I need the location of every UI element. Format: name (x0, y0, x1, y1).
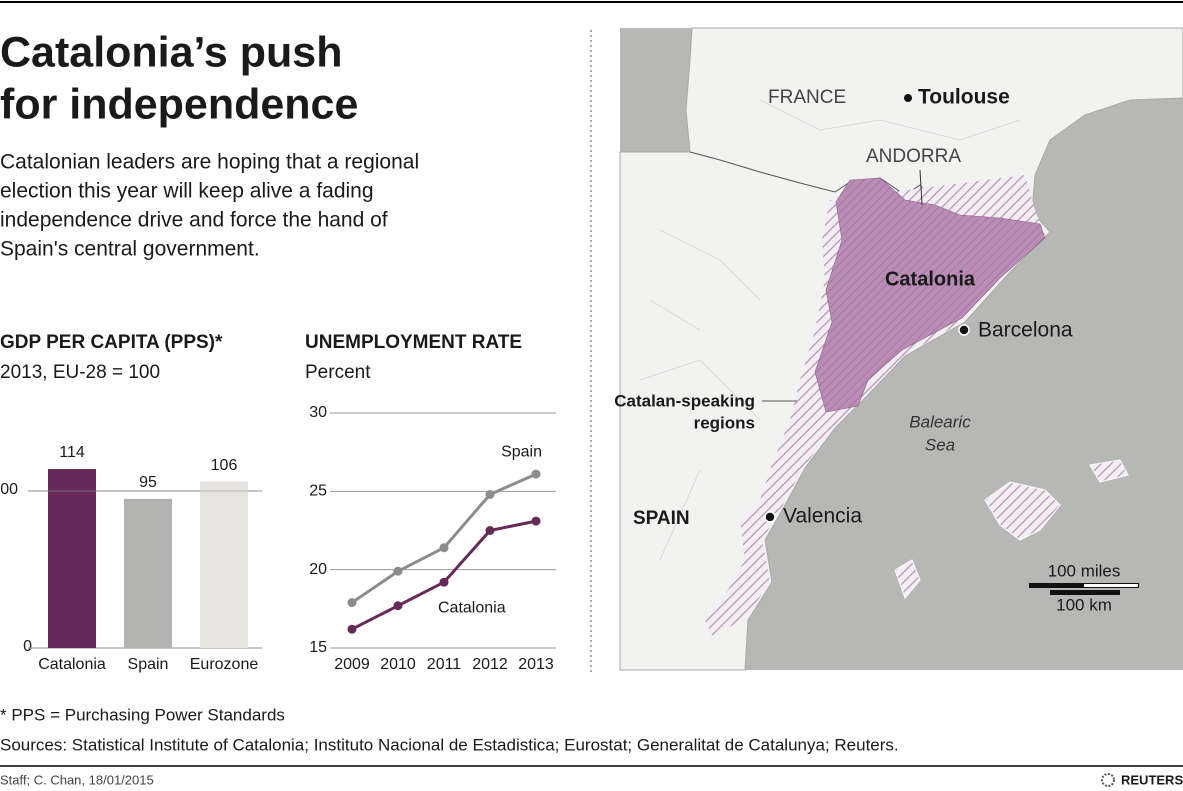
y-tick-label: 20 (309, 561, 327, 578)
value-label: 95 (139, 474, 157, 491)
description-line: Catalonian leaders are hoping that a reg… (0, 151, 419, 174)
brand-logo (1101, 773, 1115, 787)
y-tick-label: 30 (309, 404, 327, 421)
bar (48, 469, 96, 648)
city-label: Toulouse (918, 86, 1010, 109)
roads (639, 99, 1021, 561)
balearic-islands (894, 459, 1129, 599)
x-tick-label: 2011 (427, 656, 462, 673)
country-label: ANDORRA (866, 146, 961, 167)
scale-label: 100 miles (1048, 561, 1121, 580)
city-dot (958, 324, 970, 336)
country-label: SPAIN (633, 508, 690, 529)
y-tick-label: 100 (0, 481, 18, 498)
x-tick-label: Eurozone (190, 656, 259, 673)
bar (124, 498, 172, 648)
scale-bar (1050, 590, 1120, 595)
x-tick-label: 2013 (518, 656, 554, 673)
country-label: FRANCE (768, 87, 846, 108)
series-label: Catalonia (438, 599, 506, 616)
leader-line (919, 169, 923, 206)
title-line: for independence (0, 80, 358, 128)
point (347, 598, 357, 608)
title-line: Catalonia’s push (0, 28, 342, 76)
x-tick-label: 2012 (472, 656, 508, 673)
value-label: 114 (59, 444, 85, 461)
y-tick-label: 25 (309, 483, 327, 500)
point (531, 469, 541, 479)
catalonia-region (814, 177, 1046, 413)
y-tick-label: 0 (23, 638, 32, 655)
map: FRANCE Toulouse ANDORRA Catalonia Barcel… (614, 27, 1183, 671)
sources: Sources: Statistical Institute of Catalo… (0, 735, 899, 754)
sea-label: Sea (925, 435, 955, 454)
chart-title: UNEMPLOYMENT RATE (305, 332, 522, 353)
value-label: 106 (211, 457, 238, 474)
bar (200, 481, 248, 648)
chart-title: GDP PER CAPITA (PPS)* (0, 332, 223, 353)
city-dot (904, 94, 912, 102)
point (393, 601, 403, 611)
scale-label: 100 km (1056, 595, 1112, 614)
point (485, 526, 495, 535)
description-line: independence drive and force the hand of (0, 209, 388, 232)
credit: Staff; C. Chan, 18/01/2015 (0, 772, 154, 787)
region-label: Catalan-speaking (614, 391, 755, 410)
region-label: regions (694, 413, 755, 432)
point (393, 566, 403, 576)
point (439, 543, 449, 553)
brand: REUTERS (1121, 772, 1183, 787)
city-label: Barcelona (978, 319, 1073, 342)
sea-label: Balearic (909, 412, 971, 431)
description-line: Spain's central government. (0, 238, 260, 261)
scale-bar (1084, 584, 1138, 587)
description-line: election this year will keep alive a fad… (0, 180, 374, 203)
y-tick-label: 15 (309, 639, 327, 656)
point (439, 577, 449, 587)
region-label: Catalonia (885, 268, 976, 290)
point (531, 516, 541, 526)
city-dot (764, 511, 776, 523)
x-tick-label: 2010 (380, 656, 416, 673)
x-tick-label: Catalonia (38, 656, 106, 673)
chart-subtitle: Percent (305, 362, 371, 383)
series-label: Spain (501, 443, 542, 460)
x-tick-label: 2009 (334, 656, 370, 673)
point (485, 489, 495, 499)
city-label: Valencia (783, 505, 862, 528)
footnote: * PPS = Purchasing Power Standards (0, 705, 285, 724)
chart-subtitle: 2013, EU-28 = 100 (0, 362, 160, 383)
x-tick-label: Spain (128, 656, 169, 673)
point (347, 624, 357, 634)
